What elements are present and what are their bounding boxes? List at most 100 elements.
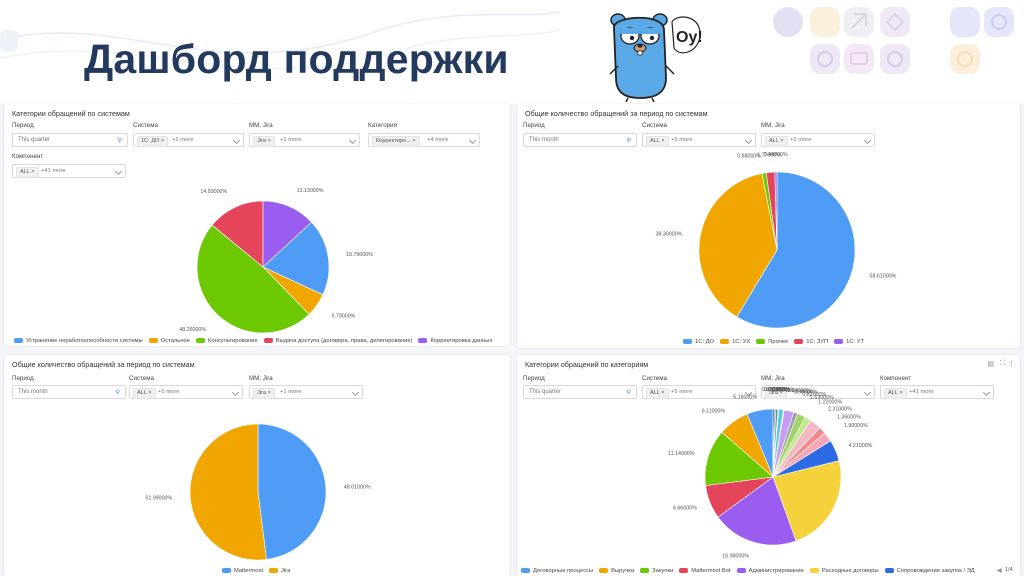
filter-chip[interactable]: 1С: ДО × <box>137 136 169 147</box>
component-multiselect[interactable]: ALL × +41 more <box>880 385 994 399</box>
legend-swatch <box>756 339 766 344</box>
pie-slice[interactable] <box>772 408 775 478</box>
filter-label-period: Период <box>523 375 545 382</box>
pie-slice[interactable] <box>262 200 312 268</box>
filter-chip[interactable]: Корректиро... × <box>372 136 420 147</box>
legend-item[interactable]: Устранение неработоспособности системы <box>14 338 143 344</box>
pie-slice[interactable] <box>717 476 797 546</box>
more-count: +41 more <box>909 389 934 395</box>
mm-jira-multiselect[interactable]: Jira × +1 more <box>761 385 875 399</box>
period-date-picker[interactable]: This quarter ⚲ <box>12 133 128 147</box>
system-multiselect[interactable]: ALL × +5 more <box>642 133 756 147</box>
pie-slice[interactable] <box>736 171 856 329</box>
mm-jira-multiselect[interactable]: Jira × +1 more <box>249 385 363 399</box>
mm-jira-multiselect[interactable]: Jira × +1 more <box>249 133 360 147</box>
legend-item[interactable]: 1С: ДО <box>683 339 714 345</box>
filter-chip[interactable]: ALL × <box>646 388 669 399</box>
legend-item[interactable]: Jira <box>269 568 290 574</box>
category-multiselect[interactable]: Корректиро... × +4 more <box>368 133 480 147</box>
filter-chip[interactable]: Jira × <box>253 388 275 399</box>
pie-slice[interactable] <box>257 423 327 560</box>
pie-chart: 18.79000% 5.79000% 48.26000% 14.03000% 13.13… <box>179 188 373 334</box>
legend-item[interactable]: Mattermost <box>222 568 263 574</box>
system-multiselect[interactable]: ALL × +5 more <box>129 385 243 399</box>
pie-slice[interactable] <box>189 423 267 561</box>
period-date-picker[interactable]: This month ⚲ <box>523 133 637 147</box>
period-date-picker[interactable]: This quarter ⚲ <box>523 385 637 399</box>
legend-item[interactable]: Договорные процессы <box>521 568 593 574</box>
filter-chip[interactable]: ALL × <box>16 167 39 178</box>
slice-value-label: 0.41000% <box>766 387 790 393</box>
slice-value-label: 5.16000% <box>733 395 757 401</box>
legend-item[interactable]: 1С: ЗУП <box>794 339 828 345</box>
legend-swatch <box>148 338 158 343</box>
filter-chip[interactable]: ALL × <box>133 388 156 399</box>
filter-label-period: Период <box>12 375 34 382</box>
legend-label: Сопровождение закупок / ЭД <box>896 568 975 575</box>
legend-swatch <box>263 338 273 343</box>
legend-label: 1С: ЗУП <box>806 339 829 346</box>
more-count: +41 more <box>41 168 66 174</box>
system-multiselect[interactable]: ALL × +5 more <box>642 385 756 399</box>
legend-item[interactable]: Расходные договоры <box>809 568 879 574</box>
legend-item[interactable]: 1С: УТ <box>834 339 864 345</box>
filter-chip[interactable]: ALL × <box>646 136 669 147</box>
pie-slice[interactable] <box>774 171 778 251</box>
filter-chip[interactable]: ALL × <box>884 388 907 399</box>
slice-value-label: 0.27000% <box>762 387 786 393</box>
slice-value-label: 14.03000% <box>200 189 227 195</box>
filter-chip[interactable]: Jira × <box>765 388 787 399</box>
period-value: This month <box>18 389 48 395</box>
more-count: +1 more <box>280 137 302 143</box>
legend-item[interactable]: 1С: УХ <box>720 339 750 345</box>
legend-item[interactable]: Прочее <box>756 339 788 345</box>
slice-value-label: 48.01000% <box>344 485 371 491</box>
pie-slice[interactable] <box>772 460 842 542</box>
filter-label-mm-jira: ММ, Jira <box>249 375 273 382</box>
filter-label-period: Период <box>523 122 545 129</box>
slice-value-label: 0.44000% <box>764 152 788 158</box>
mascot-text: Oy! <box>676 29 703 46</box>
pie-chart: 5.16000% 6.11000% 11.14000% 6.66000% 16.9800… <box>668 387 873 559</box>
pie-slice[interactable] <box>698 173 778 318</box>
legend-label: Остальное <box>160 338 190 345</box>
chart-legend: 1С: ДО 1С: УХ Прочее 1С: ЗУП 1С: УТ <box>683 339 870 346</box>
panel-title: Общие количество обращений за период по … <box>12 360 195 369</box>
gopher-mascot-icon: Oy! <box>609 13 703 102</box>
slice-value-label: 1.90000% <box>844 423 868 429</box>
export-icon[interactable]: ▤ <box>987 361 994 368</box>
legend-label: Mattermost Bot <box>691 568 731 575</box>
fullscreen-icon[interactable]: ⛶ <box>1000 360 1005 367</box>
legend-swatch <box>884 568 894 573</box>
legend-swatch <box>640 568 650 573</box>
legend-label: Прочее <box>768 339 789 346</box>
pie-slice[interactable] <box>262 221 330 296</box>
legend-label: 1С: УТ <box>846 339 865 346</box>
legend-item[interactable]: Консультирование <box>195 338 258 344</box>
pie-slice[interactable] <box>211 200 264 268</box>
calendar-icon: ⚲ <box>626 138 631 144</box>
legend-item[interactable]: Остальное <box>148 338 190 345</box>
legend-item[interactable]: Корректировка данных <box>418 338 492 344</box>
more-vertical-icon[interactable]: ⋮ <box>1008 361 1015 368</box>
pie-slice[interactable] <box>704 431 774 486</box>
period-date-picker[interactable]: This month ⚲ <box>12 385 126 399</box>
slice-value-label: 51.99000% <box>145 495 172 501</box>
pie-chart: 58.61000% 38.30000% 0.88000%1.77000%0.4400… <box>656 152 897 329</box>
legend-item[interactable]: Администрирование <box>736 568 804 574</box>
legend-item[interactable]: Mattermost Bot <box>679 568 731 575</box>
legend-item[interactable]: Выручка <box>599 568 634 574</box>
slice-value-label: 1.77000% <box>757 152 781 158</box>
legend-swatch <box>809 568 819 573</box>
slice-value-label: 0.88000% <box>737 153 761 159</box>
filter-chip[interactable]: Jira × <box>253 136 275 147</box>
filter-chip[interactable]: ALL × <box>765 136 788 147</box>
legend-prev-icon[interactable]: ◀ <box>997 568 1002 574</box>
mm-jira-multiselect[interactable]: ALL × +2 more <box>761 133 875 147</box>
legend-item[interactable]: Выдача доступа (договора, права, делегир… <box>263 338 412 344</box>
legend-item[interactable]: Сопровождение закупок / ЭД <box>884 568 975 575</box>
pie-slice[interactable] <box>196 224 310 334</box>
legend-item[interactable]: Закупки <box>640 568 673 574</box>
system-multiselect[interactable]: 1С: ДО × +2 more <box>133 133 244 147</box>
component-multiselect[interactable]: ALL × +41 more <box>12 164 126 178</box>
